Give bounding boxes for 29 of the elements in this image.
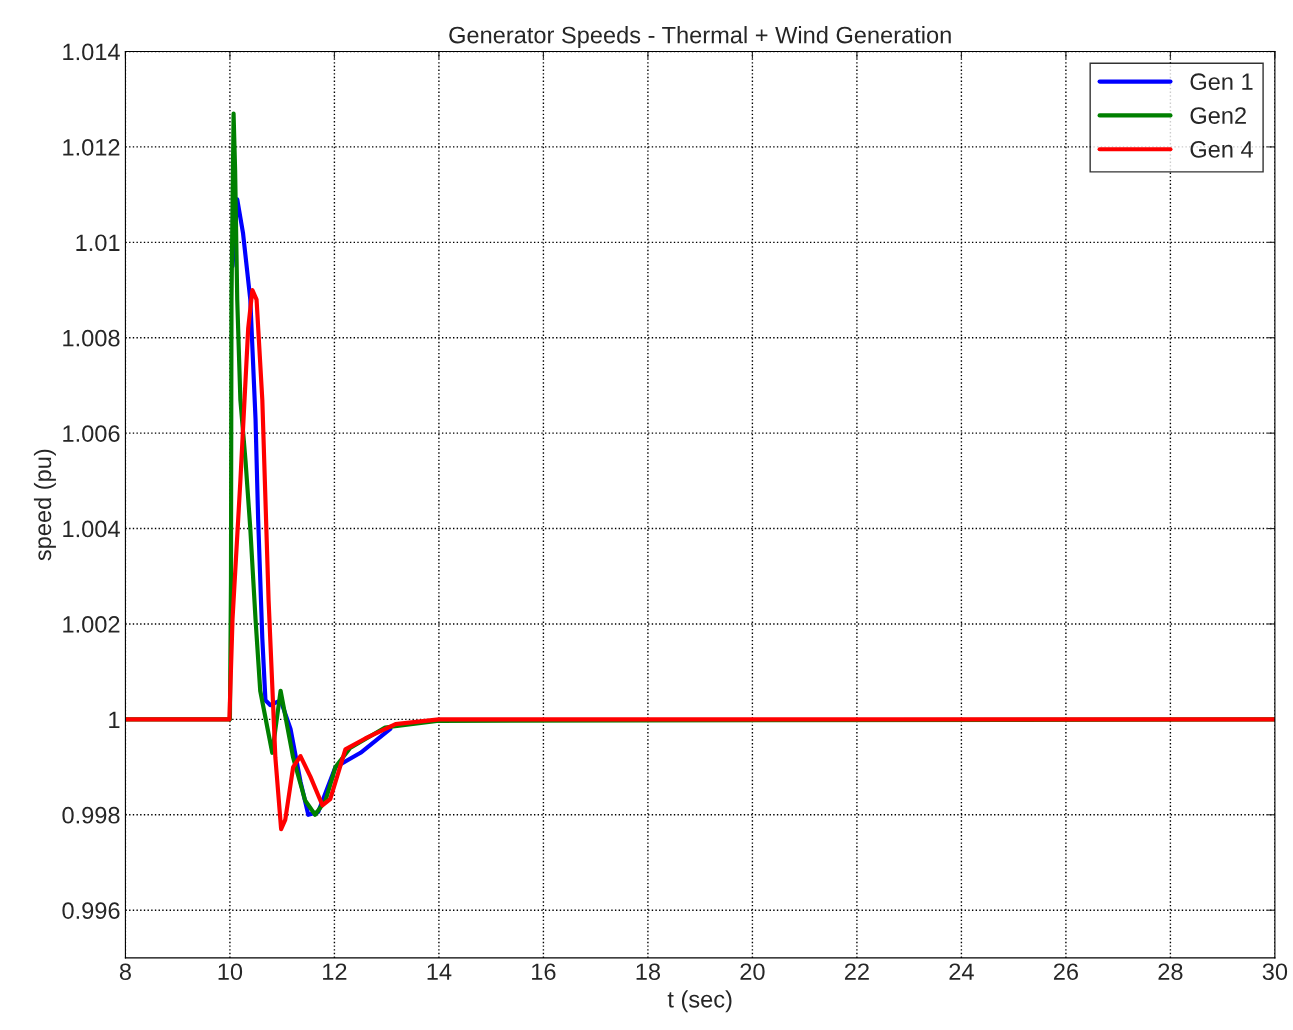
x-tick-label: 30 <box>1262 963 1288 981</box>
x-axis-title: t (sec) <box>667 990 732 1013</box>
y-tick-label: 1.006 <box>63 425 120 442</box>
y-axis-title: speed (pu) <box>33 449 56 561</box>
x-tick-label: 14 <box>427 963 452 980</box>
y-tick-label: 1.01 <box>76 234 120 252</box>
x-tick-label: 28 <box>1158 963 1183 981</box>
y-tick-label: 1.004 <box>63 520 120 538</box>
x-tick-label: 12 <box>323 963 347 980</box>
x-tick-label: 8 <box>119 963 131 981</box>
legend-label: Gen 1 <box>1190 73 1253 91</box>
y-tick-label: 1 <box>109 711 120 728</box>
x-tick-label: 16 <box>532 963 556 981</box>
line-series <box>125 287 1275 832</box>
x-tick-label: 20 <box>740 963 765 981</box>
legend-label: Gen2 <box>1190 107 1246 124</box>
x-tick-label: 26 <box>1053 963 1078 981</box>
legend-label: Gen 4 <box>1190 141 1253 158</box>
y-tick-label: 0.996 <box>62 902 120 919</box>
y-tick-label: 0.998 <box>62 806 120 824</box>
y-tick-label: 1.014 <box>63 43 120 61</box>
x-tick-label: 10 <box>218 963 243 981</box>
chart-title: Generator Speeds - Thermal + Wind Generation <box>449 26 951 49</box>
y-tick-label: 1.012 <box>63 138 120 156</box>
x-tick-label: 22 <box>844 963 869 980</box>
x-tick-label: 24 <box>949 963 974 980</box>
x-tick-label: 18 <box>636 963 661 981</box>
y-tick-label: 1.008 <box>63 329 120 347</box>
y-tick-label: 1.002 <box>63 616 120 633</box>
